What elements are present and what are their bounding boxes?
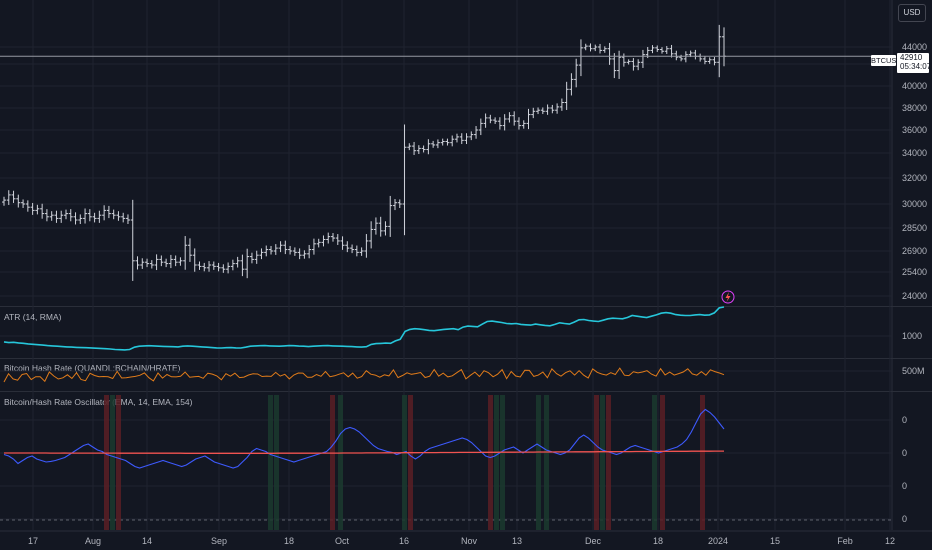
last-price-value: 42910 [900,53,923,62]
oscillator-signal-band [330,395,335,530]
price-tick-label: 32000 [902,173,927,183]
price-tick-label: 25400 [902,267,927,277]
oscillator-tick-label: 0 [902,514,907,524]
bar-countdown: 05:34:07 [900,62,932,71]
hashrate-tick-label: 500M [902,366,925,376]
price-tick-label: 38000 [902,103,927,113]
oscillator-signal-band [104,395,109,530]
oscillator-signal-band [606,395,611,530]
oscillator-title: Bitcoin/Hash Rate Oscillator (EMA, 14, E… [4,397,193,407]
oscillator-signal-band [536,395,541,530]
price-tick-label: 40000 [902,81,927,91]
currency-badge[interactable]: USD [898,4,926,22]
oscillator-signal-band [544,395,549,530]
atr-line [3,306,725,351]
oscillator-signal-band [494,395,499,530]
lightning-icon [725,292,731,302]
oscillator-signal-band [488,395,493,530]
price-tick-label: 26900 [902,246,927,256]
price-tick-label: 36000 [902,125,927,135]
oscillator-signal-band [338,395,343,530]
last-price-tag: 42910 05:34:07 [897,53,932,73]
x-tick-label: 2024 [708,536,728,546]
x-tick-label: 12 [885,536,895,546]
oscillator-signal-band [268,395,273,530]
x-tick-label: Aug [85,536,101,546]
atr-tick-label: 1000 [902,331,922,341]
price-tick-label: 28500 [902,223,927,233]
oscillator-signal-band [660,395,665,530]
oscillator-tick-label: 0 [902,415,907,425]
x-tick-label: Sep [211,536,227,546]
x-tick-label: 18 [653,536,663,546]
oscillator-signal-band [408,395,413,530]
price-tick-label: 34000 [902,148,927,158]
x-tick-label: 15 [770,536,780,546]
oscillator-tick-label: 0 [902,448,907,458]
x-tick-label: 16 [399,536,409,546]
x-tick-label: Feb [837,536,853,546]
atr-title: ATR (14, RMA) [4,312,62,322]
x-tick-label: Dec [585,536,602,546]
x-tick-label: Oct [335,536,350,546]
oscillator-signal-band [110,395,115,530]
oscillator-signal-band [700,395,705,530]
oscillator-slow-line [4,450,724,454]
price-tick-label: 30000 [902,199,927,209]
oscillator-signal-band [500,395,505,530]
price-tick-label: 24000 [902,291,927,301]
x-tick-label: 18 [284,536,294,546]
oscillator-signal-band [402,395,407,530]
oscillator-signal-band [594,395,599,530]
oscillator-signal-band [652,395,657,530]
oscillator-signal-band [600,395,605,530]
x-tick-label: 13 [512,536,522,546]
symbol-price-tag: BTCUSD [871,55,902,66]
x-tick-label: 14 [142,536,152,546]
x-tick-label: Nov [461,536,478,546]
oscillator-fast-line [3,408,725,469]
x-tick-label: 17 [28,536,38,546]
price-tick-label: 44000 [902,42,927,52]
hashrate-line [3,367,725,383]
event-marker-icon [721,290,735,304]
oscillator-tick-label: 0 [902,481,907,491]
oscillator-signal-band [274,395,279,530]
hashrate-title: Bitcoin Hash Rate (QUANDL:BCHAIN/HRATE) [4,363,181,373]
oscillator-signal-band [116,395,121,530]
price-series [2,24,726,281]
